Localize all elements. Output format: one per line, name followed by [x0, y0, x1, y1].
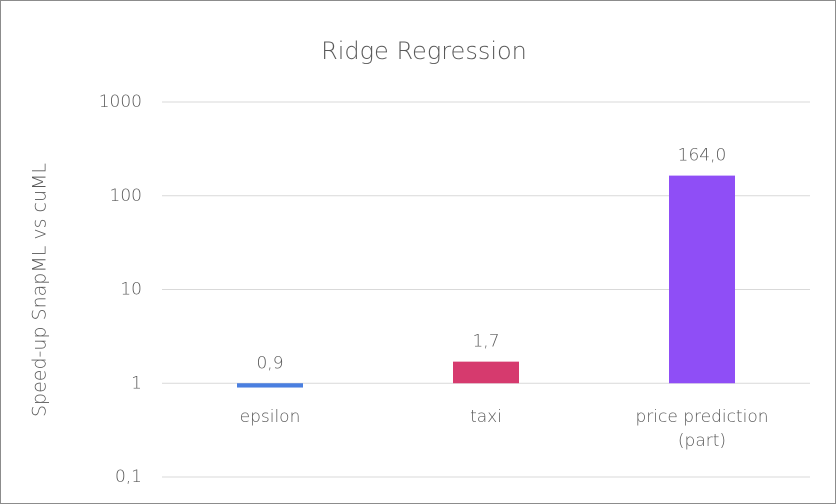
y-axis-label: Speed-up SnapML vs cuML [29, 163, 51, 417]
y-tick-label: 0,1 [115, 467, 142, 487]
x-tick-label: price prediction (part) [635, 407, 769, 452]
x-tick-label: taxi [470, 407, 502, 428]
y-tick-label: 1 [131, 373, 142, 393]
bar [237, 383, 303, 388]
chart-title: Ridge Regression [321, 37, 527, 65]
bar [669, 175, 735, 384]
y-tick-label: 100 [110, 186, 142, 206]
y-tick-label: 10 [120, 280, 142, 300]
value-label: 164,0 [678, 146, 727, 166]
y-tick-label: 1000 [99, 92, 142, 112]
value-label: 1,7 [472, 332, 499, 352]
value-label: 0,9 [256, 353, 283, 373]
x-tick-label: epsilon [239, 407, 301, 428]
bar [453, 361, 519, 384]
